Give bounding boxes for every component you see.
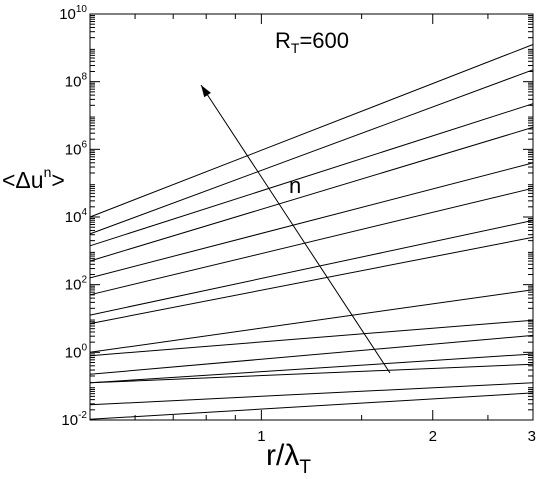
x-tick-label-1: 2 [429, 428, 437, 445]
n-arrow [200, 84, 391, 374]
y-tick-label-6: 1010 [59, 4, 87, 23]
series-line-15 [89, 44, 534, 218]
series-line-7 [89, 289, 534, 353]
series-line-13 [89, 103, 534, 247]
series-line-4 [89, 363, 534, 384]
y-tick-exponent: 4 [81, 207, 87, 218]
y-tick-label-2: 102 [65, 275, 88, 294]
y-tick-exponent: 6 [81, 139, 87, 150]
y-tick-label-0: 10-2 [61, 410, 87, 429]
y-tick-exponent: 2 [81, 275, 87, 286]
y-tick-exponent: 10 [76, 4, 88, 15]
y-tick-base: 10 [65, 141, 82, 158]
reynolds-main: R [275, 28, 291, 53]
series-line-11 [89, 162, 534, 279]
x-axis-label: r/λT [266, 439, 311, 478]
y-tick-base: 10 [65, 344, 82, 361]
series-line-3 [89, 353, 534, 384]
tick-layer [90, 13, 534, 421]
series-line-1 [89, 392, 534, 420]
x-tick-label-0: 1 [257, 428, 265, 445]
series-line-2 [89, 382, 534, 406]
arrow-label: n [289, 173, 301, 198]
reynolds-number-label: RT=600 [275, 28, 349, 56]
x-axis-label-main: r/λ [266, 439, 299, 472]
y-tick-base: 10 [61, 412, 78, 429]
x-axis-label-sub: T [299, 457, 311, 478]
series-line-8 [89, 236, 534, 325]
reynolds-sub: T [291, 40, 300, 56]
y-tick-label-1: 100 [65, 342, 88, 361]
y-tick-base: 10 [65, 277, 82, 294]
y-tick-label-3: 104 [65, 207, 88, 226]
series-line-12 [89, 126, 534, 262]
y-tick-label-4: 106 [65, 139, 88, 158]
series-line-10 [89, 187, 534, 296]
n-arrow-head [201, 85, 211, 98]
y-tick-label-5: 108 [65, 72, 88, 91]
y-axis-label-sup: n [44, 164, 52, 180]
y-tick-base: 10 [65, 74, 82, 91]
y-axis-label-left: <Δu [2, 167, 44, 193]
y-tick-exponent: -2 [78, 410, 87, 421]
y-tick-base: 10 [59, 6, 76, 23]
plot-frame [89, 13, 534, 421]
series-line-6 [89, 319, 534, 357]
y-tick-exponent: 0 [81, 342, 87, 353]
y-axis-label: <Δun> [2, 164, 65, 193]
series-line-14 [89, 69, 534, 235]
series-layer [89, 44, 534, 420]
y-axis-label-right: > [51, 167, 64, 193]
series-line-5 [89, 334, 534, 375]
y-tick-exponent: 8 [81, 72, 87, 83]
y-tick-base: 10 [65, 209, 82, 226]
reynolds-rest: =600 [299, 28, 349, 53]
series-line-9 [89, 219, 534, 316]
x-tick-label-2: 3 [528, 428, 536, 445]
